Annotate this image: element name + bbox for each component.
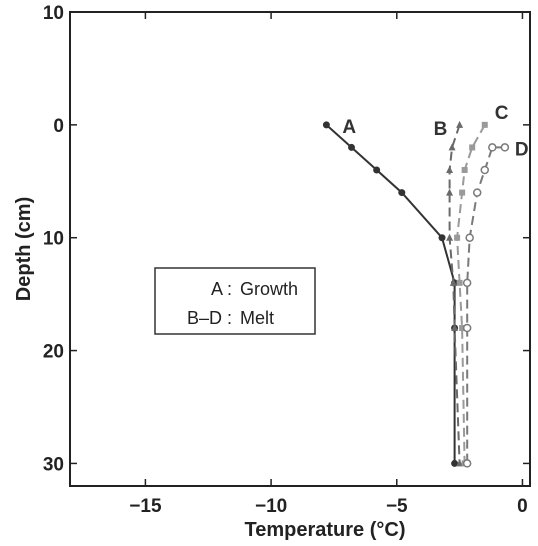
legend-text-melt: Melt [240, 308, 274, 328]
series-a-point [398, 189, 406, 197]
series-b-line [448, 124, 461, 464]
legend-key-a: A : [211, 279, 232, 299]
series-b-point [446, 188, 454, 196]
series-b-point [449, 278, 457, 286]
series-b-point [446, 166, 454, 173]
series-c-point [459, 325, 466, 331]
series-label-c: C [495, 103, 509, 124]
series-c-point [459, 189, 466, 196]
x-tick-label: −10 [255, 496, 287, 517]
series-d-point [488, 143, 497, 152]
series-b-point [456, 459, 464, 467]
series-b-point [446, 233, 454, 241]
series-label-b: B [434, 119, 448, 140]
x-tick-label: 0 [517, 496, 528, 517]
series-d-point [480, 165, 490, 175]
y-tick-label: 10 [43, 3, 64, 24]
series-a-point [348, 143, 356, 151]
series-d-point [500, 143, 510, 152]
series-d-point [465, 233, 474, 242]
series-b-point [451, 324, 459, 331]
legend-frame [154, 267, 316, 335]
y-tick-label: 10 [43, 229, 64, 250]
series-c-line [456, 124, 486, 464]
series-c-point [461, 167, 468, 173]
series-d-line [466, 146, 505, 464]
series-layer [322, 120, 510, 468]
legend-text-growth: Growth [240, 279, 298, 299]
series-a-line [325, 124, 456, 464]
legend-key-b-d: B–D : [187, 308, 232, 328]
x-tick-label: −15 [129, 496, 162, 517]
series-b-point [448, 143, 456, 151]
series-c-point [456, 279, 463, 286]
series-label-d: D [515, 139, 529, 160]
series-a-point [451, 459, 459, 467]
series-b-point [456, 120, 464, 128]
y-axis-label: Depth (cm) [13, 197, 35, 301]
plot-frame [69, 11, 531, 487]
series-a-point [322, 121, 330, 129]
series-a-point [438, 234, 446, 242]
series-d-point [472, 188, 482, 197]
x-tick-label: −5 [386, 496, 408, 517]
legend-box: A : Growth B–D : Melt [154, 267, 316, 335]
y-tick-label: 0 [53, 116, 64, 137]
y-tick-label: 20 [43, 342, 64, 363]
series-a-point [373, 166, 381, 174]
series-label-a: A [342, 117, 356, 138]
y-tick-label: 30 [43, 454, 64, 475]
series-c-point [469, 144, 476, 151]
series-c-point [454, 234, 461, 241]
series-labels: A B CD [342, 103, 528, 161]
series-d-point [462, 278, 472, 288]
x-axis-label: Temperature (°C) [245, 519, 406, 541]
series-d-point [462, 459, 472, 468]
series-d-point [462, 323, 472, 333]
axis-ticks: −15 −10 −5 0 10 0 10 20 30 [43, 3, 530, 517]
series-c-point [481, 121, 488, 128]
